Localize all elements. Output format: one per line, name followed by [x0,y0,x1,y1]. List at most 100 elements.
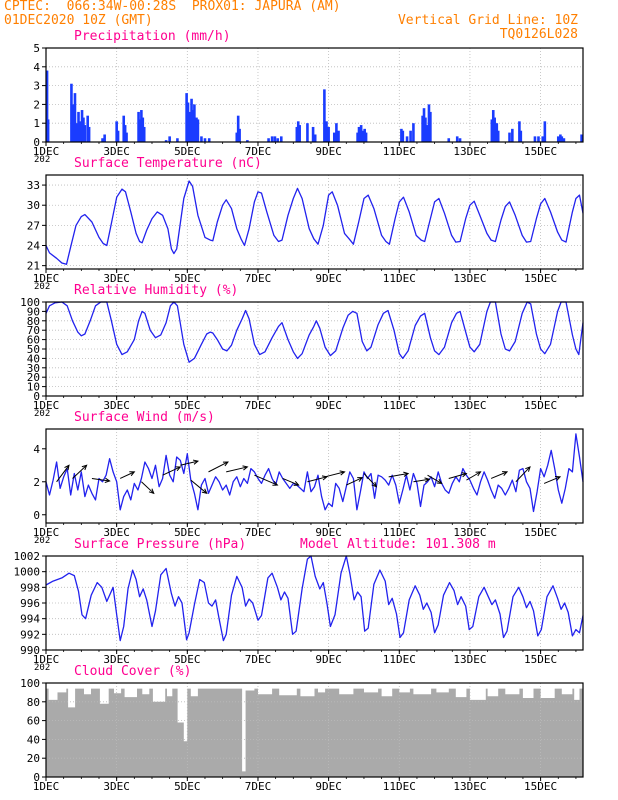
precip-bar [267,138,270,142]
wind-arrow-head [81,464,88,471]
precip-bar [455,136,459,142]
x-tick-label: 11DEC [383,272,416,285]
wind-arrow [282,478,299,486]
wind-arrow-head [424,477,431,483]
panel-3 [42,428,584,527]
x-tick-label: 9DEC [315,145,342,158]
precip-bar [412,123,415,142]
panel-frame [45,428,584,524]
x-tick-label: 1DEC [33,526,60,539]
header-date: 01DEC2020 10Z (GMT) [4,13,153,28]
precip-bar [203,138,207,142]
y-tick-label: 24 [27,240,41,253]
y-tick-label: 3 [33,80,40,93]
wind-arrow [543,476,561,484]
precip-bar [75,123,78,142]
precip-bar [188,111,191,142]
y-tick-label: 40 [27,352,40,365]
x-tick-label: 7DEC [245,780,272,793]
x-tick-label: 7DEC [245,526,272,539]
wind-arrow-head [555,476,562,481]
precip-bar [332,132,336,142]
y-tick-label: 990 [20,644,40,657]
wind-arrow [208,461,229,473]
wind-arrow [162,466,181,476]
cloud-cover-area [46,688,583,777]
x-tick-label: 1DEC [33,399,60,412]
wind-arrow-head [525,466,531,472]
precip-bar [562,138,566,142]
wind-arrow [466,471,481,481]
panel-title-temp: Surface Temperature (nC) [74,156,262,171]
y-tick-label: 992 [20,628,40,641]
y-tick-label: 27 [27,219,40,232]
wind-arrow-head [339,470,346,476]
wind-arrow-head [371,481,378,488]
y-tick-label: 21 [27,260,40,273]
panel-2 [42,301,584,400]
panel-title-cloud: Cloud Cover (%) [74,664,192,679]
y-tick-label: 1 [33,117,40,130]
precip-bar [238,128,241,142]
y-tick-label: 80 [27,696,40,709]
y-tick-label: 1002 [14,550,41,563]
precip-bar [325,121,328,142]
x-year-fragment: 202 [34,536,50,546]
wind-arrow [141,481,155,494]
y-tick-label: 60 [27,715,40,728]
precip-bar [543,121,547,142]
wind-arrow-head [321,475,328,481]
y-tick-label: 20 [27,752,40,765]
x-tick-label: 3DEC [103,780,130,793]
wind-arrow [226,466,248,473]
wind-arrow-head [64,464,70,471]
precip-bar [401,130,405,142]
precip-bar [83,125,87,142]
x-tick-label: 15DEC [524,780,557,793]
precip-bar [101,138,104,142]
precip-bar [273,136,277,142]
panel-annotation-altitude: Model Altitude: 101.308 m [300,537,496,552]
x-tick-label: 1DEC [33,653,60,666]
panel-0 [42,47,584,146]
y-tick-label: 33 [27,179,40,192]
precip-bar [422,108,426,142]
precip-bar [295,126,299,142]
x-year-fragment: 202 [34,409,50,419]
precip-bar [125,132,128,142]
y-tick-label: 998 [20,581,40,594]
y-tick-label: 994 [20,613,40,626]
wind-arrow-head [475,471,482,477]
precip-bar [363,128,366,142]
wind-arrow-head [436,478,443,485]
y-tick-label: 20 [27,371,40,384]
precip-bar [323,89,326,142]
precip-bar [70,83,73,142]
precip-bar [142,126,146,142]
y-tick-label: 996 [20,597,40,610]
precip-bar [447,138,451,142]
precip-bar [138,119,142,142]
y-tick-label: 1000 [14,566,41,579]
x-tick-label: 7DEC [245,272,272,285]
series-line [45,301,584,363]
panel-1 [42,174,584,273]
precip-bar [200,136,203,142]
wind-arrow [324,471,345,478]
y-tick-label: 100 [20,296,40,309]
wind-arrow-head [104,477,111,483]
precip-bar [190,98,193,142]
precip-bar [429,111,432,142]
precip-bar [87,126,91,142]
precip-bar [400,128,403,142]
x-tick-label: 9DEC [315,272,342,285]
y-tick-label: 4 [33,61,40,74]
x-tick-label: 15DEC [524,399,557,412]
wind-arrow-head [148,488,155,495]
precip-bar [518,121,521,142]
x-tick-label: 15DEC [524,526,557,539]
precip-bar [86,115,89,142]
y-tick-label: 10 [27,381,40,394]
panel-frame [45,174,584,270]
